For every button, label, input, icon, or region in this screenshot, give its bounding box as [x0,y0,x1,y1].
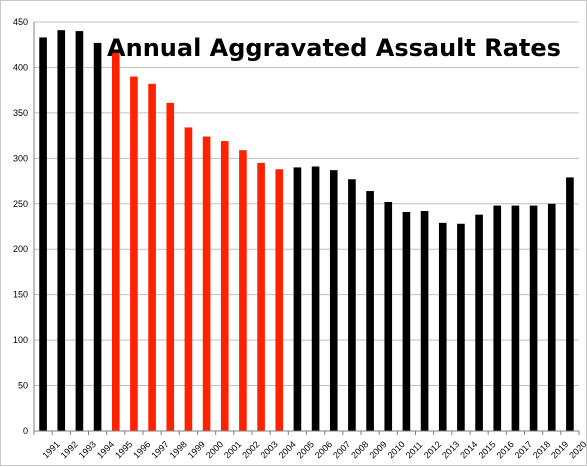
bar-1992 [57,30,66,432]
x-tick-label-1992: 1992 [59,439,80,460]
x-tick-label-2007: 2007 [331,439,352,460]
x-tick-label-2005: 2005 [295,439,316,460]
x-tick-label-2000: 2000 [204,439,225,460]
x-tick-label-1999: 1999 [186,439,207,460]
bar-1993 [75,31,84,432]
chart-title: Annual Aggravated Assault Rates [107,34,561,62]
x-tick-label-2020: 2020 [567,439,587,460]
x-tick-label-2014: 2014 [458,439,479,460]
y-tick-label-400: 400 [13,62,28,72]
bar-2002 [239,150,247,431]
x-tick-label-2016: 2016 [495,439,516,460]
x-tick-label-1996: 1996 [131,439,152,460]
x-tick-label-1995: 1995 [113,439,134,460]
bar-2008 [348,179,356,431]
x-tick-label-2006: 2006 [313,439,334,460]
bar-2013 [438,222,447,431]
bars [39,30,574,432]
x-tick-label-2010: 2010 [386,439,407,460]
axes [33,22,580,435]
bar-1995 [111,51,120,431]
x-tick-label-2019: 2019 [549,439,570,460]
x-tick-label-2004: 2004 [277,439,298,460]
y-tick-label-300: 300 [13,153,28,163]
bar-1999 [184,127,193,432]
bar-2017 [511,205,520,431]
gridlines [34,21,579,387]
bar-2020 [566,177,574,431]
bar-2009 [366,191,374,431]
bar-2014 [457,223,465,431]
y-tick-label-350: 350 [13,108,28,118]
x-tick-label-2012: 2012 [422,439,443,460]
bar-1996 [130,76,138,431]
bar-2010 [384,201,393,431]
x-tick-label-2002: 2002 [240,439,261,460]
bar-2012 [420,211,429,431]
bar-2001 [220,141,229,431]
y-tick-label-250: 250 [13,199,28,209]
x-tick-labels: 1991199219931994199519961997199819992000… [40,439,587,460]
bar-1998 [166,102,175,431]
y-tick-labels: 0 50 100 150 200 250 300 350 400 450 [13,17,28,436]
x-tick-label-2013: 2013 [440,439,461,460]
y-tick-label-450: 450 [13,17,28,27]
bar-2015 [475,214,483,431]
bar-1991 [39,37,47,431]
x-tick-label-2009: 2009 [367,439,388,460]
bar-2004 [275,169,284,432]
x-tick-label-2008: 2008 [349,439,370,460]
bar-2006 [311,166,320,431]
x-tick-label-1991: 1991 [40,439,61,460]
x-tick-label-1993: 1993 [77,439,98,460]
y-tick-label-150: 150 [13,290,28,300]
bar-2007 [329,170,338,431]
y-tick-label-50: 50 [18,381,28,391]
x-tick-label-1994: 1994 [95,439,116,460]
y-tick-label-200: 200 [13,244,28,254]
bar-1994 [93,42,102,432]
bar-2011 [402,211,411,431]
x-tick-label-2001: 2001 [222,439,243,460]
bar-2000 [202,136,211,431]
y-tick-label-100: 100 [13,335,28,345]
x-tick-label-1998: 1998 [168,439,189,460]
x-tick-label-2003: 2003 [258,439,279,460]
bar-2018 [529,205,538,431]
bar-2016 [493,205,502,431]
x-tick-label-2011: 2011 [404,440,425,461]
bar-1997 [148,83,156,432]
x-tick-label-2017: 2017 [513,439,534,460]
bar-2003 [257,162,265,431]
x-tick-label-2018: 2018 [531,439,552,460]
bar-2019 [547,203,556,431]
x-tick-label-1997: 1997 [149,439,170,460]
bar-2005 [293,167,302,432]
x-tick-label-2015: 2015 [476,439,497,460]
y-tick-label-0: 0 [23,426,28,436]
